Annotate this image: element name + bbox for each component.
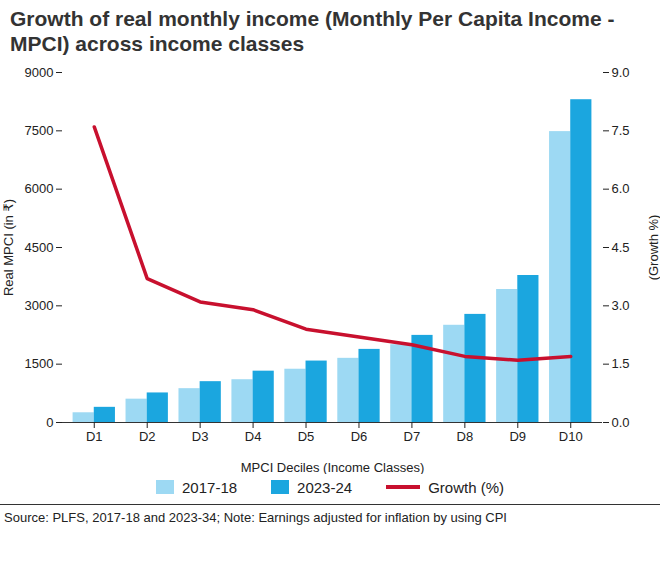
html-text:2023-24: 2023-24 [297, 478, 353, 496]
svg-text:3000: 3000 [25, 298, 54, 313]
svg-text:D8: D8 [457, 429, 474, 444]
svg-text:7500: 7500 [25, 123, 54, 138]
svg-text:D1: D1 [86, 429, 103, 444]
svg-text:4500: 4500 [25, 240, 54, 255]
svg-text:9.0: 9.0 [612, 65, 630, 80]
svg-text:Real MPCI (in ₹): Real MPCI (in ₹) [1, 199, 16, 296]
svg-text:0.0: 0.0 [612, 415, 630, 430]
html-text:Growth (%): Growth (%) [428, 478, 504, 496]
html-text:Source: PLFS, 2017-18 and 2023: Source: PLFS, 2017-18 and 2023-34; Note:… [4, 510, 507, 525]
svg-text:D4: D4 [245, 429, 262, 444]
svg-text:4.5: 4.5 [612, 240, 630, 255]
html-text:2017-18: 2017-18 [182, 478, 238, 496]
svg-text:6000: 6000 [25, 181, 54, 196]
svg-text:1500: 1500 [25, 356, 54, 371]
svg-text:D6: D6 [351, 429, 368, 444]
svg-text:3.0: 3.0 [612, 298, 630, 313]
svg-text:(Growth %): (Growth %) [646, 215, 660, 281]
svg-text:D9: D9 [509, 429, 526, 444]
svg-text:1.5: 1.5 [612, 356, 630, 371]
svg-text:D10: D10 [559, 429, 583, 444]
svg-text:D2: D2 [139, 429, 156, 444]
svg-text:MPCI Deciles (Income Classes): MPCI Deciles (Income Classes) [241, 460, 425, 475]
svg-text:9000: 9000 [25, 65, 54, 80]
svg-text:D5: D5 [298, 429, 315, 444]
svg-text:D3: D3 [192, 429, 209, 444]
svg-text:0: 0 [46, 415, 53, 430]
html-text:Growth of real monthly income: Growth of real monthly income (Monthly P… [10, 7, 615, 55]
svg-text:6.0: 6.0 [612, 181, 630, 196]
svg-text:7.5: 7.5 [612, 123, 630, 138]
svg-text:D7: D7 [404, 429, 421, 444]
